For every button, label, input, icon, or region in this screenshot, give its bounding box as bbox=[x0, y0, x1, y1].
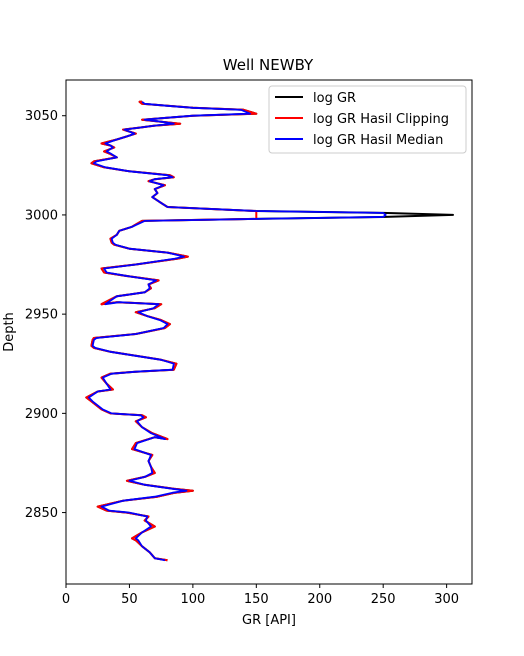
y-tick-label: 3050 bbox=[25, 109, 58, 124]
x-tick-label: 300 bbox=[434, 592, 459, 607]
chart-title: Well NEWBY bbox=[223, 56, 314, 74]
x-tick-label: 50 bbox=[121, 592, 138, 607]
x-tick-label: 150 bbox=[244, 592, 269, 607]
y-tick-label: 2900 bbox=[25, 407, 58, 422]
y-axis-title: Depth bbox=[2, 312, 17, 352]
plot-frame bbox=[65, 79, 473, 585]
x-tick-label: 200 bbox=[307, 592, 332, 607]
y-axis: 2850 2900 2950 3000 3050 bbox=[25, 109, 66, 521]
legend-label-log-gr: log GR bbox=[313, 91, 356, 106]
legend-box bbox=[268, 85, 467, 154]
y-tick-label: 2950 bbox=[25, 308, 58, 323]
x-axis: 0 50 100 150 200 250 300 bbox=[62, 584, 459, 607]
legend-label-median: log GR Hasil Median bbox=[313, 133, 443, 148]
x-tick-label: 0 bbox=[62, 592, 70, 607]
x-axis-title: GR [API] bbox=[242, 613, 296, 628]
y-tick-label: 3000 bbox=[25, 208, 58, 223]
x-tick-label: 250 bbox=[371, 592, 396, 607]
legend: log GR log GR Hasil Clipping log GR Hasi… bbox=[268, 85, 467, 154]
series-layer bbox=[85, 100, 454, 562]
series-line-median bbox=[87, 101, 387, 562]
legend-label-clipping: log GR Hasil Clipping bbox=[313, 112, 449, 127]
y-tick-label: 2850 bbox=[25, 506, 58, 521]
x-tick-label: 100 bbox=[180, 592, 205, 607]
